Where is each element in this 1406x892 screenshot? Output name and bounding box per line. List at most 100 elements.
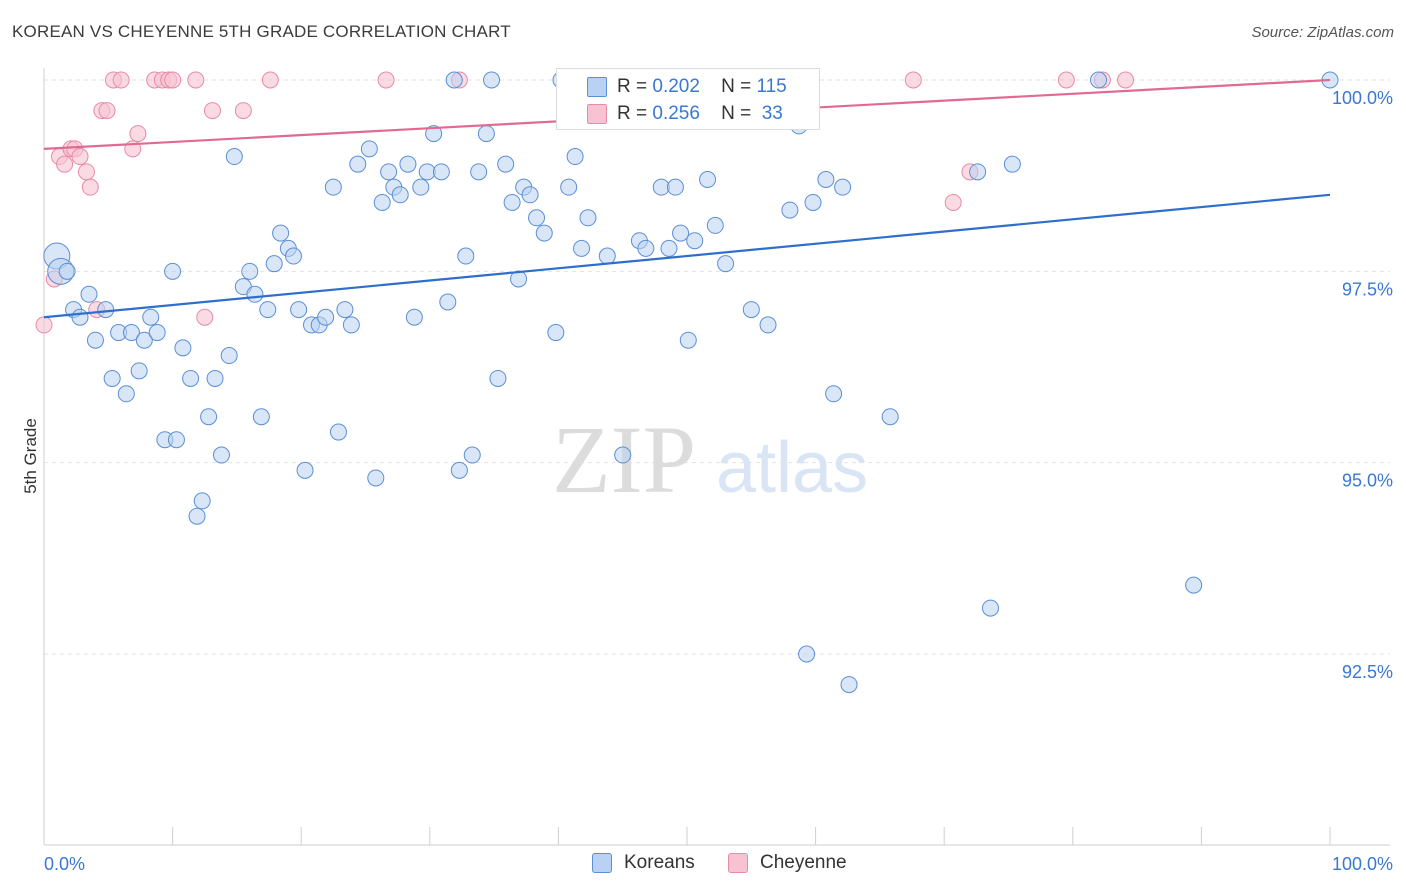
cheyenne-point [56,155,74,173]
korean-point [547,324,565,342]
korean-point [425,125,443,143]
tick-labels: 92.5% 95.0% 97.5% 100.0% 0.0% 100.0% [44,88,1393,874]
cheyenne-point [98,102,116,120]
cheyenne-point [112,71,130,89]
korean-point [317,308,335,326]
cheyenne-point [377,71,395,89]
korean-point [399,155,417,173]
korean-point [1185,576,1203,594]
watermark: ZIP atlas [552,406,868,513]
korean-point [272,224,290,242]
korean-point [103,369,121,387]
korean-point [483,71,501,89]
cheyenne-point [261,71,279,89]
korean-point [412,178,430,196]
korean-point [1003,155,1021,173]
watermark-atlas: atlas [716,428,868,508]
y-tick-label: 97.5% [1342,279,1393,299]
legend-swatch-koreans [592,853,612,873]
axes [43,68,1390,846]
korean-point [489,369,507,387]
korean-point [742,301,760,319]
legend-item-cheyenne[interactable]: Cheyenne [728,852,847,874]
cheyenne-point [35,316,53,334]
korean-point [405,308,423,326]
legend-label-cheyenne: Cheyenne [760,852,847,873]
y-tick-label: 100.0% [1332,88,1393,108]
korean-point [679,331,697,349]
korean-point [804,193,822,211]
cheyenne-point [187,71,205,89]
korean-point [58,262,76,280]
korean-point [336,301,354,319]
cheyenne-point [1117,71,1135,89]
korean-point [672,224,690,242]
korean-n-value: 115 [756,76,787,97]
korean-r-label: R = [617,76,648,97]
korean-point [781,201,799,219]
korean-point [573,239,591,257]
korean-point [652,178,670,196]
korean-point [445,71,463,89]
korean-point [521,186,539,204]
korean-point [373,193,391,211]
stats-legend: R = 0.202 N = 115 R = 0.256 N = 33 [556,68,820,130]
korean-point [290,301,308,319]
cheyenne-point [81,178,99,196]
korean-point [174,339,192,357]
korean-point [717,255,735,273]
korean-point [666,178,684,196]
korean-point [342,316,360,334]
korean-swatch [587,77,607,97]
chart-title: KOREAN VS CHEYENNE 5TH GRADE CORRELATION… [12,22,511,41]
korean-point [360,140,378,158]
cheyenne-point [77,163,95,181]
korean-point [148,324,166,342]
cheyenne-point [196,308,214,326]
korean-point [834,178,852,196]
cheyenne-n-value: 33 [761,103,783,124]
cheyenne-stats: R = 0.256 N = 33 [617,103,783,125]
korean-point [193,492,211,510]
korean-point [477,125,495,143]
korean-point [130,362,148,380]
korean-point [497,155,515,173]
korean-point [660,239,678,257]
korean-point [296,461,314,479]
legend-item-koreans[interactable]: Koreans [592,852,695,874]
korean-point [535,224,553,242]
korean-point [80,285,98,303]
korean-point [614,446,632,464]
korean-point [418,163,436,181]
cheyenne-r-label: R = [617,103,648,124]
korean-point [71,308,89,326]
korean-point [212,446,230,464]
korean-point [699,170,717,188]
korean-trend-line [43,193,1331,319]
korean-point [759,316,777,334]
korean-point [349,155,367,173]
korean-point [324,178,342,196]
korean-point [200,408,218,426]
cheyenne-point [944,193,962,211]
korean-point [142,308,160,326]
korean-point [164,262,182,280]
korean-point [1090,71,1108,89]
cheyenne-point [129,125,147,143]
korean-point [246,285,264,303]
source-label: Source: ZipAtlas.com [1251,24,1394,41]
korean-point [598,247,616,265]
korean-point [367,469,385,487]
cheyenne-point [1057,71,1075,89]
korean-point [528,209,546,227]
korean-n-label: N = [721,76,752,97]
korean-point [503,193,521,211]
cheyenne-points [35,71,1135,334]
korean-point [182,369,200,387]
korean-point [881,408,899,426]
korean-stats: R = 0.202 N = 115 [617,76,787,98]
y-axis-label: 5th Grade [21,418,40,494]
korean-point [470,163,488,181]
korean-point [329,423,347,441]
y-tick-label: 95.0% [1342,471,1393,491]
